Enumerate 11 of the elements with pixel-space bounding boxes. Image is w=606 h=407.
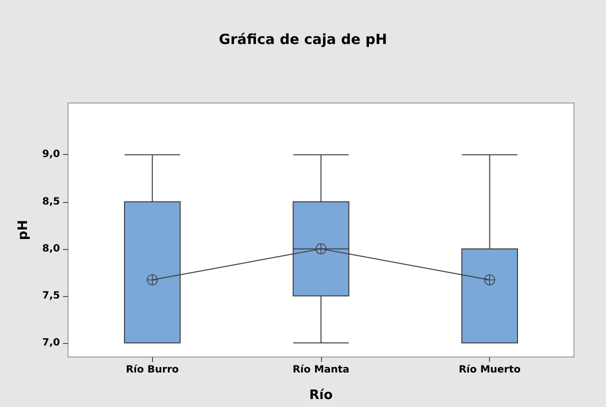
y-tick-label: 7,5 [42,290,60,302]
y-tick-label: 8,0 [42,243,60,254]
x-tick-label: Río Manta [292,364,350,376]
y-tick-label: 7,0 [42,337,60,348]
y-axis-title: pH [16,220,31,240]
y-tick-label: 9,0 [42,149,60,160]
x-tick-label: Río Burro [126,364,179,376]
y-tick-label: 8,5 [42,196,60,208]
x-axis-title: Río [309,388,333,403]
chart-title: Gráfica de caja de pH [218,32,388,48]
x-tick-label: Río Muerto [458,364,521,376]
